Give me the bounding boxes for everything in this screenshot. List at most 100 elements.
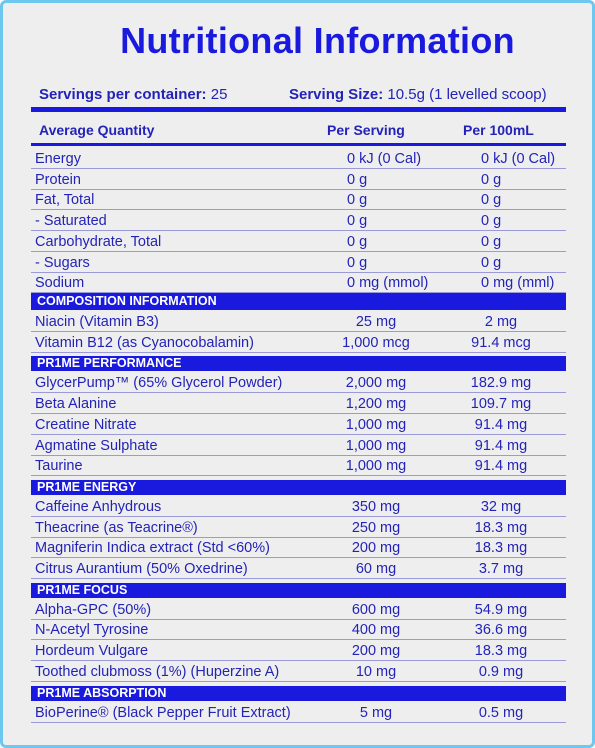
table-row: Toothed clubmoss (1%) (Huperzine A) 10 mg… [31, 661, 566, 682]
row-per-100ml: 2 mg [484, 314, 518, 330]
section-header: PR1ME FOCUS [31, 582, 566, 598]
servings-per-container: Servings per container: 25 [39, 86, 227, 103]
row-per-100ml: 0 g [481, 254, 502, 271]
row-per-serving: 1,000 mcg [342, 334, 410, 351]
table-row: GlycerPump™ (65% Glycerol Powder) 2,000 m… [31, 372, 566, 394]
row-name: Taurine [35, 458, 83, 475]
row-per-serving: 200 mg [351, 540, 401, 557]
row-per-serving: 400 mg [351, 622, 401, 639]
section-header: COMPOSITION INFORMATION [31, 293, 566, 310]
table-row: Agmatine Sulphate 1,000 mg 91.4 mg [31, 435, 566, 456]
row-per-100ml: 18.3 mg [474, 540, 528, 557]
table-row: Vitamin B12 (as Cyanocobalamin) 1,000 mcg… [31, 332, 566, 353]
table-row: Protein 0 g 0 g [31, 169, 566, 190]
row-name: Sodium [35, 275, 85, 292]
row-per-100ml: 109.7 mg [470, 396, 532, 413]
row-name: Creatine Nitrate [35, 416, 137, 433]
row-per-serving: 1,000 mg [345, 437, 407, 454]
table-row: N-Acetyl Tyrosine 400 mg 36.6 mg [31, 619, 566, 641]
column-header-per-100ml: Per 100mL [463, 122, 534, 138]
table-row: Taurine 1,000 mg 91.4 mg [31, 455, 566, 477]
row-per-100ml: 0 kJ (0 Cal) [481, 151, 556, 167]
table-row: - Saturated 0 g 0 g [31, 210, 566, 232]
table-row: Fat, Total 0 g 0 g [31, 189, 566, 211]
table-row: Caffeine Anhydrous 350 mg 32 mg [31, 496, 566, 517]
row-name: Toothed clubmoss (1%) (Huperzine A) [35, 663, 280, 680]
row-name: - Saturated [35, 213, 107, 230]
table-row: Carbohydrate, Total 0 g 0 g [31, 231, 566, 252]
serving-size-label: Serving Size: [289, 86, 384, 103]
row-per-serving: 5 mg [359, 704, 393, 721]
table-row: Sodium 0 mg (mmol) 0 mg (mml) [31, 272, 566, 294]
divider-header [31, 143, 566, 146]
row-per-serving: 10 mg [355, 663, 397, 680]
row-per-100ml: 91.4 mg [474, 437, 528, 454]
row-name: Agmatine Sulphate [35, 437, 158, 454]
row-name: GlycerPump™ (65% Glycerol Powder) [35, 375, 283, 392]
row-name: Carbohydrate, Total [35, 233, 162, 250]
divider-top [31, 107, 566, 112]
row-name: Hordeum Vulgare [35, 643, 149, 660]
row-per-serving: 1,000 mg [345, 416, 407, 433]
row-name: Beta Alanine [35, 396, 117, 413]
section-header: PR1ME PERFORMANCE [31, 356, 566, 372]
row-name: N-Acetyl Tyrosine [35, 622, 149, 639]
row-name: Alpha-GPC (50%) [35, 601, 152, 618]
row-name: Magniferin Indica extract (Std <60%) [35, 540, 270, 557]
row-per-100ml: 54.9 mg [474, 601, 528, 618]
page-title: Nutritional Information [120, 20, 515, 61]
row-per-100ml: 18.3 mg [474, 643, 528, 660]
row-name: Citrus Aurantium (50% Oxedrine) [35, 561, 248, 577]
servings-per-container-value: 25 [210, 86, 228, 103]
row-per-serving: 0 kJ (0 Cal) [347, 151, 422, 167]
table-row: Creatine Nitrate 1,000 mg 91.4 mg [31, 414, 566, 435]
table-row: Niacin (Vitamin B3) 25 mg 2 mg [31, 311, 566, 332]
row-per-100ml: 91.4 mcg [471, 334, 531, 351]
serving-size: Serving Size: 10.5g (1 levelled scoop) [289, 86, 547, 103]
table-row: Beta Alanine 1,200 mg 109.7 mg [31, 393, 566, 415]
row-per-serving: 25 mg [355, 314, 397, 330]
servings-per-container-label: Servings per container: [39, 86, 207, 103]
row-per-serving: 350 mg [351, 498, 401, 515]
row-per-serving: 0 g [347, 192, 368, 209]
table-row: Hordeum Vulgare 200 mg 18.3 mg [31, 640, 566, 662]
row-per-serving: 2,000 mg [345, 375, 407, 392]
row-per-100ml: 0.9 mg [478, 663, 524, 680]
row-name: Niacin (Vitamin B3) [35, 314, 159, 330]
column-header-per-serving: Per Serving [327, 122, 405, 138]
row-per-100ml: 36.6 mg [474, 622, 528, 639]
row-name: Fat, Total [35, 192, 95, 209]
row-per-100ml: 32 mg [480, 498, 522, 515]
row-per-100ml: 0.5 mg [478, 704, 524, 721]
row-per-100ml: 182.9 mg [470, 375, 532, 392]
row-per-100ml: 91.4 mg [474, 458, 528, 475]
row-per-100ml: 0 g [481, 233, 502, 250]
row-per-serving: 250 mg [351, 519, 401, 536]
table-row: BioPerine® (Black Pepper Fruit Extract) 5… [31, 702, 566, 723]
row-name: Protein [35, 171, 81, 188]
row-per-serving: 0 mg (mmol) [347, 275, 429, 292]
row-per-serving: 200 mg [351, 643, 401, 660]
column-header-quantity: Average Quantity [39, 122, 155, 138]
row-per-serving: 1,200 mg [345, 396, 407, 413]
row-name: BioPerine® (Black Pepper Fruit Extract) [35, 704, 291, 721]
row-per-serving: 0 g [347, 171, 368, 188]
row-name: Caffeine Anhydrous [35, 498, 162, 515]
row-per-serving: 60 mg [355, 561, 397, 577]
table-row: - Sugars 0 g 0 g [31, 252, 566, 273]
table-row: Magniferin Indica extract (Std <60%) 200 … [31, 537, 566, 559]
row-per-serving: 600 mg [351, 601, 401, 618]
row-per-serving: 0 g [347, 254, 368, 271]
row-per-100ml: 0 g [481, 192, 502, 209]
row-name: Energy [35, 151, 81, 167]
row-name: Theacrine (as Teacrine®) [35, 519, 198, 536]
row-name: - Sugars [35, 254, 90, 271]
row-per-serving: 0 g [347, 213, 368, 230]
table-row: Theacrine (as Teacrine®) 250 mg 18.3 mg [31, 517, 566, 538]
section-header: PR1ME ENERGY [31, 479, 566, 495]
row-per-serving: 0 g [347, 233, 368, 250]
row-per-100ml: 3.7 mg [478, 561, 524, 577]
row-per-100ml: 0 mg (mml) [481, 275, 555, 292]
table-row: Citrus Aurantium (50% Oxedrine) 60 mg 3.7 … [31, 558, 566, 579]
